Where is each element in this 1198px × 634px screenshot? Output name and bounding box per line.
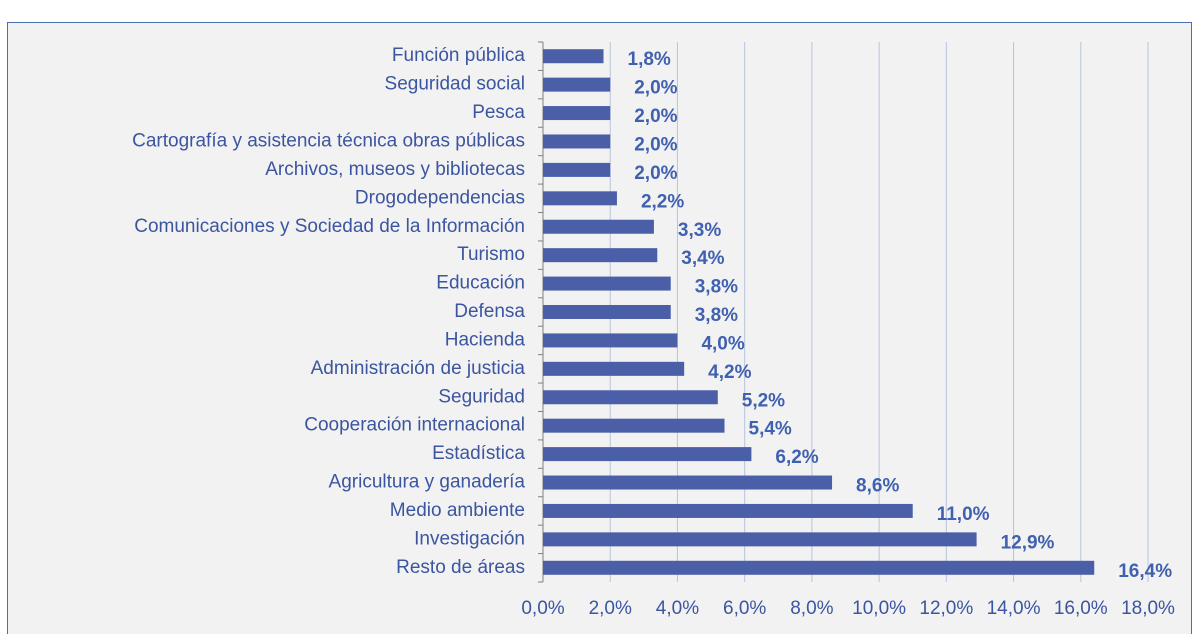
x-tick-label: 18,0%	[1121, 598, 1175, 619]
bar	[543, 191, 617, 206]
value-label: 1,8%	[628, 49, 671, 70]
x-tick-label: 2,0%	[589, 598, 632, 619]
x-tick-label: 10,0%	[852, 598, 906, 619]
y-tick-label: Drogodependencias	[355, 187, 525, 208]
value-label: 2,2%	[641, 191, 684, 212]
value-label: 4,2%	[708, 362, 751, 383]
value-label: 4,0%	[701, 333, 744, 354]
value-label: 6,2%	[775, 447, 818, 468]
value-label: 3,8%	[695, 305, 738, 326]
y-tick-label: Cooperación internacional	[304, 415, 525, 436]
bar	[543, 162, 611, 177]
x-tick-label: 6,0%	[723, 598, 766, 619]
value-label: 5,4%	[749, 419, 792, 440]
value-label: 3,4%	[681, 248, 724, 269]
y-tick-label: Investigación	[414, 528, 525, 549]
value-label: 3,3%	[678, 220, 721, 241]
bar	[543, 134, 611, 149]
x-tick-label: 0,0%	[521, 598, 564, 619]
y-tick-label: Seguridad social	[385, 74, 525, 95]
bar	[543, 447, 752, 462]
value-label: 8,6%	[856, 476, 899, 497]
bar	[543, 418, 725, 433]
y-tick-label: Defensa	[454, 301, 525, 322]
y-tick-label: Turismo	[457, 244, 525, 265]
y-tick-label: Comunicaciones y Sociedad de la Informac…	[134, 216, 525, 237]
bar	[543, 106, 611, 121]
y-tick-label: Hacienda	[445, 329, 526, 350]
y-tick-label: Archivos, museos y bibliotecas	[265, 159, 525, 180]
bar	[543, 77, 611, 92]
bar	[543, 390, 718, 405]
value-label: 2,0%	[634, 134, 677, 155]
y-tick-label: Seguridad	[438, 386, 525, 407]
value-label: 16,4%	[1118, 561, 1172, 582]
bar	[543, 475, 833, 490]
y-tick-label: Cartografía y asistencia técnica obras p…	[132, 130, 525, 151]
value-label: 12,9%	[1001, 532, 1055, 553]
bar	[543, 361, 685, 376]
value-label: 2,0%	[634, 78, 677, 99]
value-label: 2,0%	[634, 163, 677, 184]
value-label: 3,8%	[695, 277, 738, 298]
chart-frame	[7, 22, 1192, 634]
y-tick-label: Educación	[436, 273, 525, 294]
y-tick-label: Administración de justicia	[311, 358, 526, 379]
bar	[543, 560, 1095, 575]
x-tick-label: 16,0%	[1054, 598, 1108, 619]
bar	[543, 305, 671, 319]
value-label: 11,0%	[937, 504, 990, 525]
y-tick-label: Pesca	[472, 102, 525, 123]
x-tick-label: 4,0%	[656, 598, 699, 619]
y-tick-label: Función pública	[392, 45, 526, 66]
bar	[543, 503, 913, 518]
bar	[543, 333, 678, 348]
y-tick-label: Agricultura y ganadería	[329, 472, 526, 493]
x-tick-label: 8,0%	[790, 598, 833, 619]
y-tick-label: Resto de áreas	[396, 557, 525, 578]
bar	[543, 248, 658, 263]
value-label: 2,0%	[634, 106, 677, 127]
bar	[543, 49, 604, 64]
x-tick-label: 14,0%	[987, 598, 1041, 619]
y-tick-label: Estadística	[432, 443, 525, 464]
bar	[543, 276, 671, 291]
bar	[543, 532, 977, 547]
value-label: 5,2%	[742, 390, 785, 411]
x-tick-label: 12,0%	[919, 598, 973, 619]
bar	[543, 219, 654, 234]
y-tick-label: Medio ambiente	[390, 500, 525, 521]
